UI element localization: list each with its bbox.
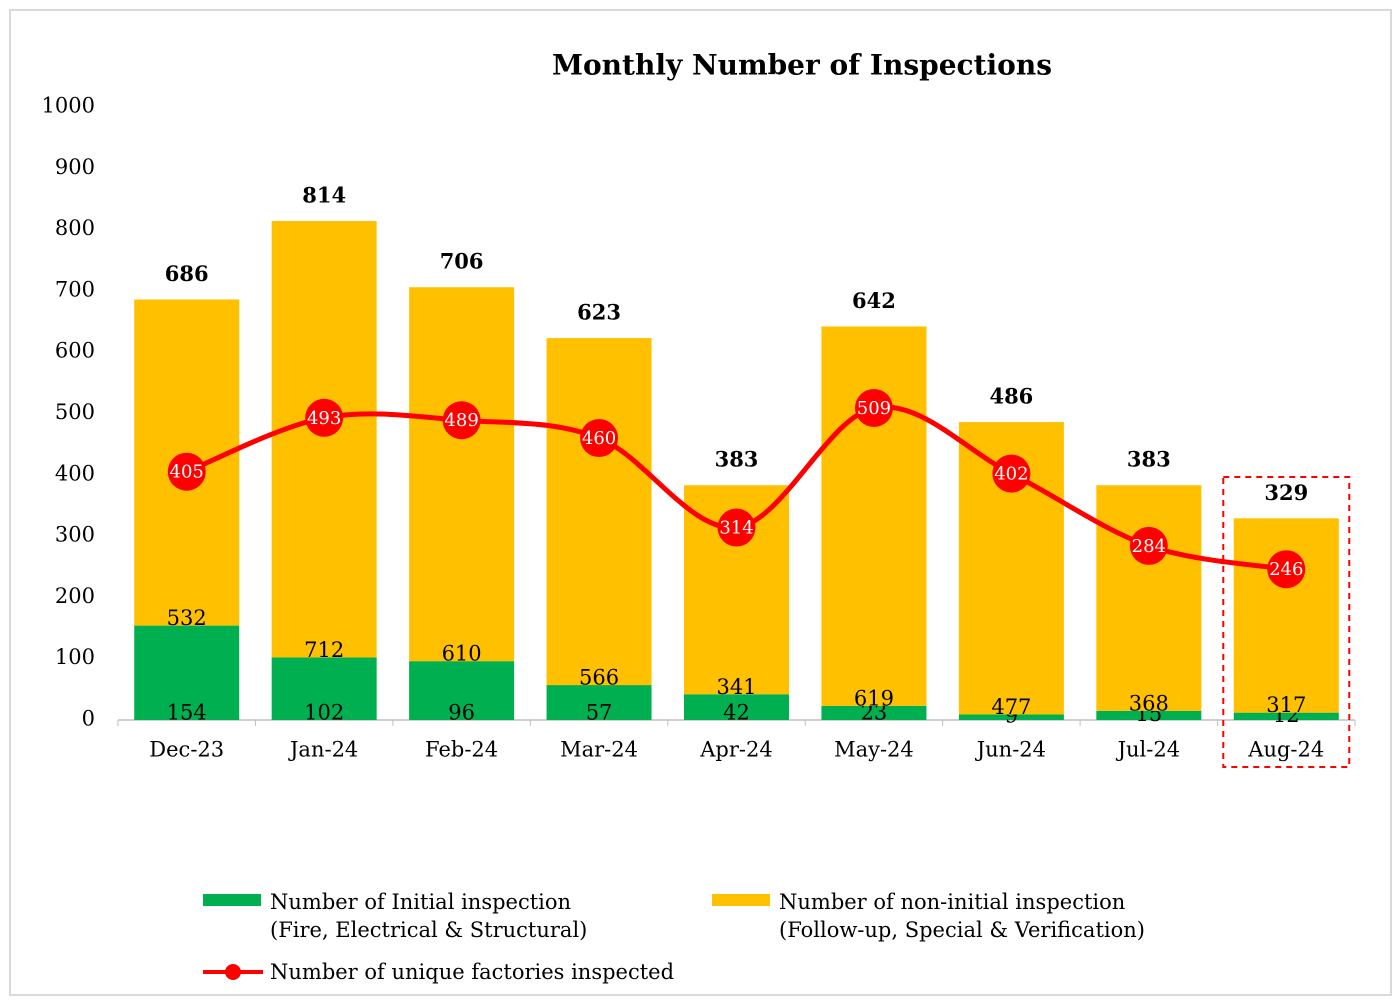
bar-segment xyxy=(821,326,927,706)
bar-segment xyxy=(821,705,927,720)
x-tick-label: Jan-24 xyxy=(288,738,358,762)
y-tick-label: 200 xyxy=(55,584,95,608)
bar-segment xyxy=(271,221,377,658)
bar-value-label: 154 xyxy=(167,701,207,725)
bar-value-label: 96 xyxy=(448,701,475,725)
line-value-label: 402 xyxy=(994,464,1028,485)
y-tick-label: 900 xyxy=(55,155,95,179)
bar-value-label: 57 xyxy=(586,701,613,725)
line-marker xyxy=(167,452,206,491)
x-tick-label: Aug-24 xyxy=(1247,738,1324,762)
bar-segment xyxy=(958,714,1064,720)
x-tick-label: Dec-23 xyxy=(149,738,224,762)
bar-value-label: 532 xyxy=(167,606,207,630)
y-tick-label: 1000 xyxy=(42,94,95,118)
bar-value-label: 566 xyxy=(579,666,619,690)
bar-segment xyxy=(1096,710,1202,720)
legend-swatch xyxy=(203,964,263,980)
x-tick-label: May-24 xyxy=(834,738,914,762)
x-tick-label: Feb-24 xyxy=(425,738,498,762)
total-label: 623 xyxy=(577,300,621,325)
total-label: 383 xyxy=(1127,447,1171,472)
line-marker xyxy=(442,401,481,440)
bar-value-label: 341 xyxy=(716,675,756,699)
x-tick-label: Jul-24 xyxy=(1116,738,1180,762)
legend-label: Number of Initial inspection (Fire, Elec… xyxy=(270,890,588,942)
legend-swatch xyxy=(203,894,261,906)
bar-segment xyxy=(1096,485,1202,711)
line-marker xyxy=(580,419,619,458)
total-label: 706 xyxy=(440,249,484,274)
line-marker xyxy=(1129,526,1168,565)
total-label: 814 xyxy=(302,183,346,208)
y-tick-label: 0 xyxy=(82,707,95,731)
y-tick-label: 500 xyxy=(55,400,95,424)
total-label: 383 xyxy=(715,447,759,472)
bar-segment xyxy=(684,694,789,720)
legend-label: Number of non-initial inspection (Follow… xyxy=(779,890,1145,942)
line-value-label: 460 xyxy=(582,428,616,449)
y-tick-label: 600 xyxy=(55,339,95,363)
bar-value-label: 712 xyxy=(304,638,344,662)
line-value-label: 284 xyxy=(1132,536,1166,557)
total-label: 686 xyxy=(165,261,209,286)
bar-value-label: 317 xyxy=(1266,693,1306,717)
y-tick-label: 100 xyxy=(55,645,95,669)
bar-segment xyxy=(546,338,652,686)
legend-swatch xyxy=(712,894,770,906)
line-marker xyxy=(854,388,893,427)
y-tick-label: 700 xyxy=(55,277,95,301)
bar-segment xyxy=(134,625,240,720)
line-marker xyxy=(1267,550,1306,589)
bar-value-label: 42 xyxy=(723,701,750,725)
line-value-label: 493 xyxy=(307,408,341,429)
bar-segment xyxy=(409,287,515,662)
line-value-label: 246 xyxy=(1269,559,1303,580)
total-label: 329 xyxy=(1264,480,1308,505)
chart-frame xyxy=(9,9,1392,996)
x-tick-label: Jun-24 xyxy=(975,738,1046,762)
line-value-label: 489 xyxy=(444,410,478,431)
legend-label: Number of unique factories inspected xyxy=(270,960,675,984)
y-tick-label: 300 xyxy=(55,523,95,547)
bar-segment xyxy=(1233,518,1339,713)
line-value-label: 405 xyxy=(170,462,204,483)
x-tick-label: Apr-24 xyxy=(699,738,772,762)
line-value-label: 509 xyxy=(857,398,891,419)
bar-segment xyxy=(271,657,377,720)
line-value-label: 314 xyxy=(719,518,753,539)
y-tick-label: 400 xyxy=(55,461,95,485)
line-marker xyxy=(305,398,344,437)
bar-segment xyxy=(409,661,515,720)
bar-value-label: 102 xyxy=(304,701,344,725)
bar-value-label: 368 xyxy=(1129,691,1169,715)
legend-marker xyxy=(225,964,241,980)
bar-value-label: 610 xyxy=(442,642,482,666)
total-label: 486 xyxy=(989,384,1033,409)
line-marker xyxy=(992,454,1031,493)
bar-segment xyxy=(546,685,652,720)
highlight-box xyxy=(1222,476,1351,768)
chart-title: Monthly Number of Inspections xyxy=(552,49,1052,82)
line-marker xyxy=(717,508,756,547)
bar-value-label: 619 xyxy=(854,686,894,710)
total-label: 642 xyxy=(852,288,896,313)
bar-value-label: 477 xyxy=(991,695,1031,719)
x-tick-label: Mar-24 xyxy=(560,738,638,762)
bar-segment xyxy=(1233,712,1339,720)
y-tick-label: 800 xyxy=(55,216,95,240)
